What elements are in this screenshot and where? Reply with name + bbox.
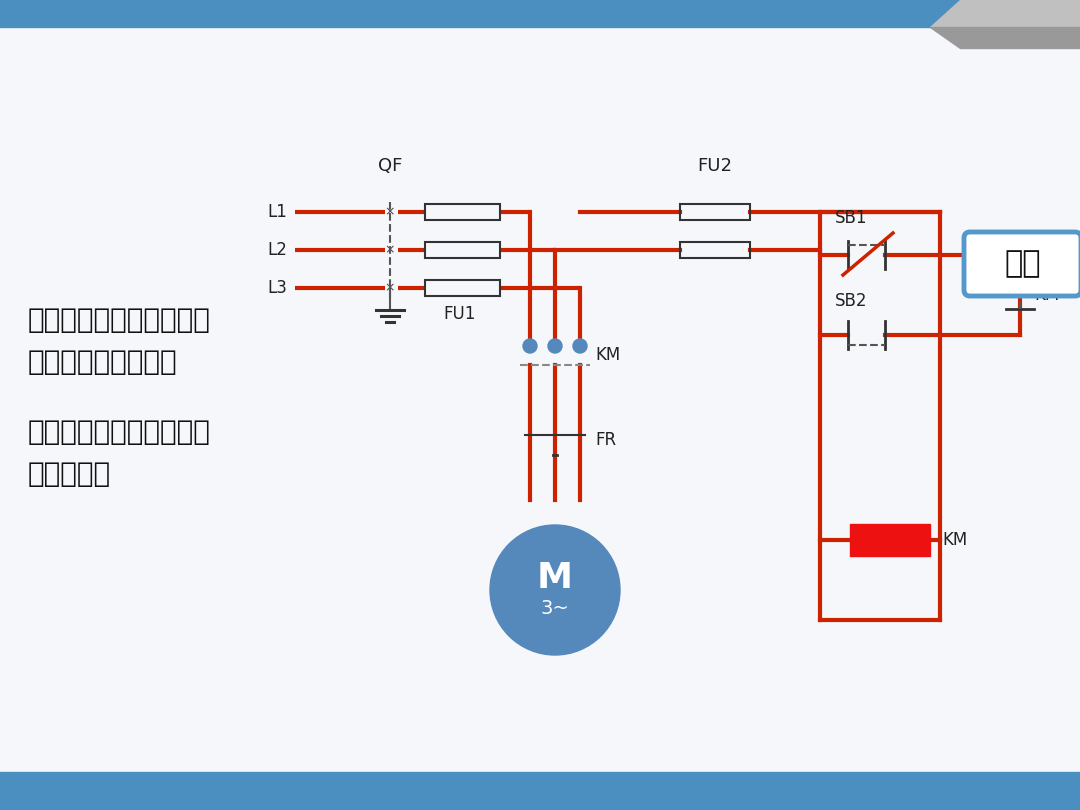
Text: 闭合，自锁: 闭合，自锁 [28, 460, 111, 488]
FancyBboxPatch shape [964, 232, 1080, 296]
Text: QF: QF [378, 157, 402, 175]
Bar [680, 242, 750, 258]
Circle shape [548, 339, 562, 353]
Bar [850, 524, 930, 556]
Polygon shape [930, 0, 1080, 27]
Text: L2: L2 [267, 241, 287, 259]
Text: 合，电动机正转起动: 合，电动机正转起动 [28, 348, 177, 376]
Text: ×: × [384, 244, 395, 257]
Text: 自锁: 自锁 [1004, 249, 1041, 279]
Circle shape [573, 339, 588, 353]
Text: SB1: SB1 [835, 209, 867, 227]
Text: FU1: FU1 [444, 305, 476, 323]
Text: KM: KM [1034, 286, 1059, 304]
Polygon shape [930, 27, 1080, 48]
Bar [426, 280, 500, 296]
Text: KM: KM [595, 346, 620, 364]
Text: ×: × [384, 206, 395, 219]
Bar [0, 772, 1080, 810]
Text: L3: L3 [267, 279, 287, 297]
Text: M: M [537, 561, 573, 595]
Text: SB2: SB2 [835, 292, 867, 310]
Bar [426, 242, 500, 258]
Text: ×: × [384, 282, 395, 295]
Text: L1: L1 [267, 203, 287, 221]
Bar [0, 0, 1080, 27]
Text: FU2: FU2 [698, 157, 732, 175]
Circle shape [490, 525, 620, 655]
Polygon shape [998, 281, 1024, 290]
Text: KM: KM [942, 531, 968, 549]
Text: FR: FR [595, 431, 616, 449]
Bar [680, 204, 750, 220]
Text: 3~: 3~ [541, 599, 569, 617]
Text: 交流接触器动合辅助触头: 交流接触器动合辅助触头 [28, 418, 211, 446]
Text: 交流接触器动合主触头闭: 交流接触器动合主触头闭 [28, 306, 211, 334]
Circle shape [523, 339, 537, 353]
Bar [426, 204, 500, 220]
